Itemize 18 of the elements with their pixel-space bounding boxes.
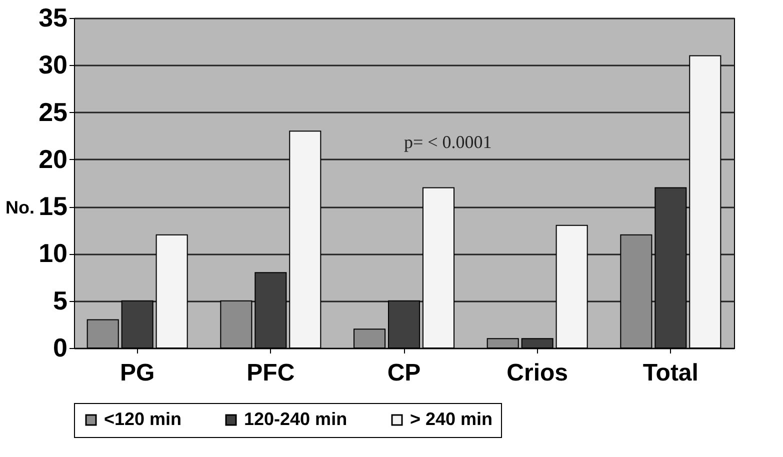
x-tick-label: CP — [387, 360, 421, 386]
x-tick-label: Total — [642, 360, 698, 386]
legend-label: > 240 min — [410, 409, 493, 429]
y-axis-title: No. — [6, 198, 34, 218]
y-tick-label: 5 — [53, 285, 68, 316]
y-tick-label: 35 — [38, 2, 68, 32]
y-tick-label: 10 — [38, 238, 68, 268]
legend-label: <120 min — [104, 409, 182, 429]
y-tick-label: 0 — [53, 332, 68, 362]
x-tick-label: PFC — [246, 360, 295, 386]
y-tick-label: 25 — [38, 96, 68, 127]
x-tick-label: Crios — [506, 360, 568, 386]
y-tick-label: 20 — [38, 144, 68, 174]
y-tick-label: 30 — [38, 50, 68, 80]
x-tick-label: PG — [120, 360, 155, 386]
annotation: p= < 0.0001 — [404, 132, 492, 152]
legend-label: 120-240 min — [244, 409, 348, 429]
y-tick-label: 15 — [38, 191, 68, 222]
